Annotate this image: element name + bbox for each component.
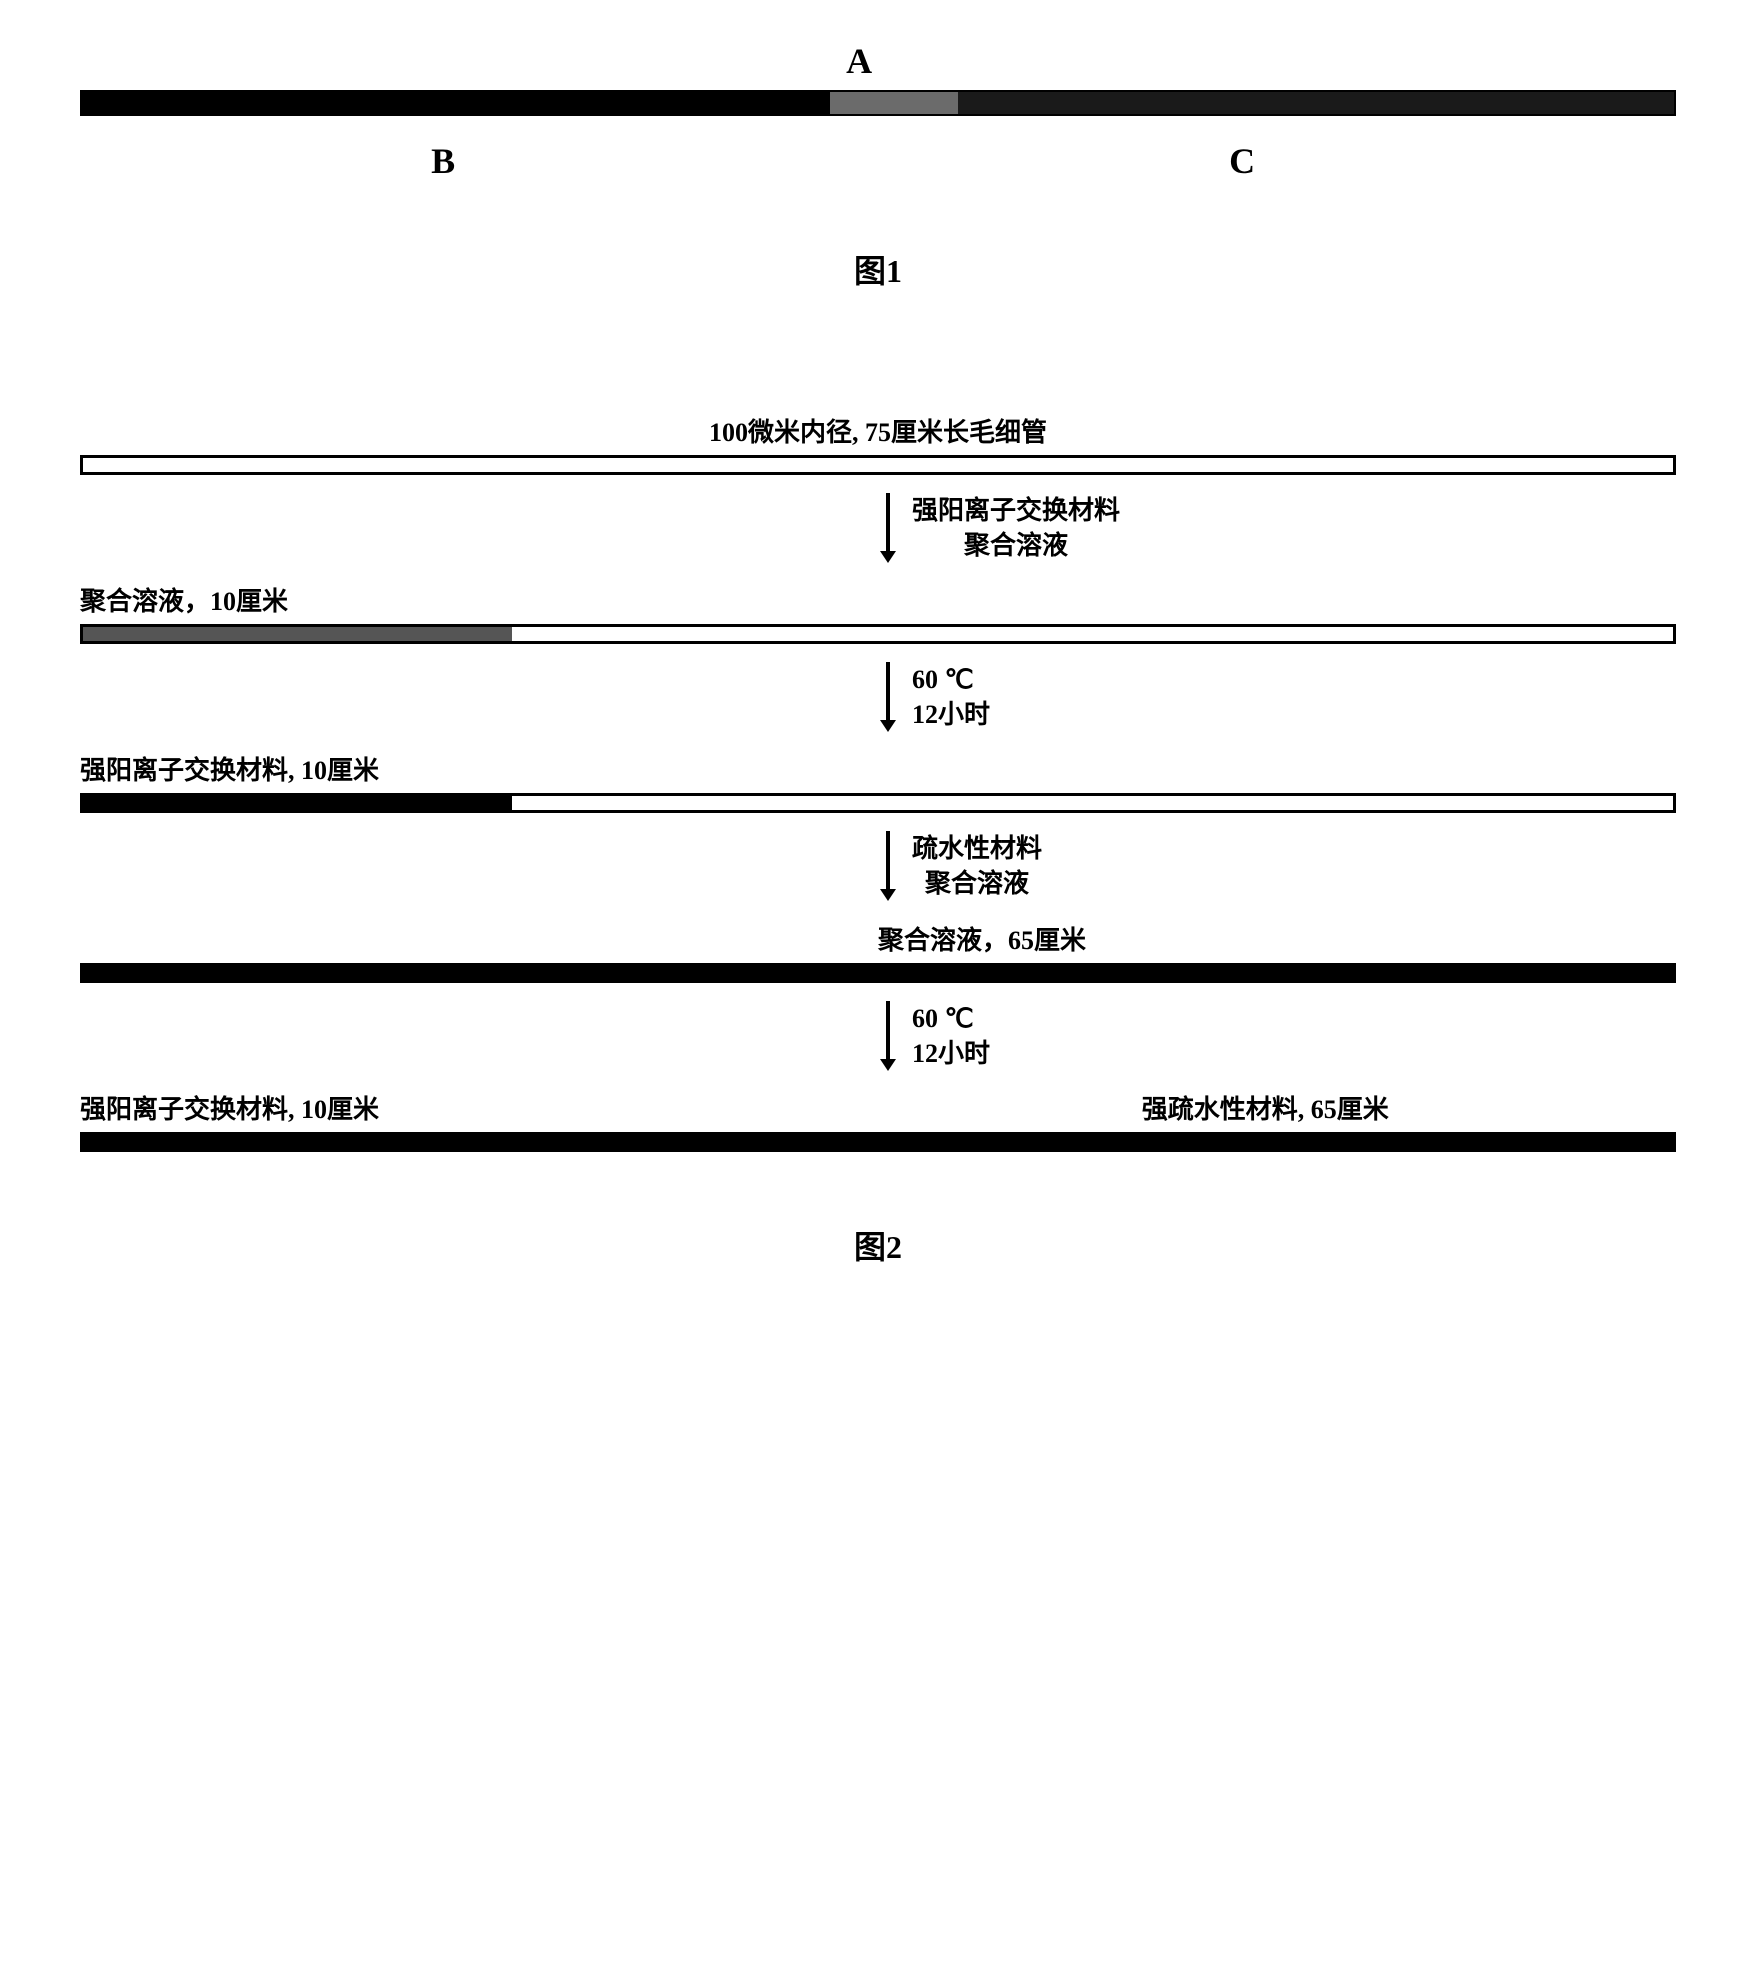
fig1-label-c: C [1229, 140, 1255, 182]
arrow3-text: 疏水性材料 聚合溶液 [912, 831, 1042, 901]
arrow2-line2: 12小时 [912, 700, 990, 729]
step4-labels: 强阳离子交换材料, 10厘米 强疏水性材料, 65厘米 [80, 1089, 1676, 1126]
figure-1: A B C 图1 [80, 40, 1676, 292]
fig1-label-a: A [846, 40, 872, 82]
arrow1-line2: 聚合溶液 [964, 531, 1068, 560]
down-arrow-icon [878, 493, 898, 563]
fig1-segment [82, 92, 830, 114]
arrow1-line1: 强阳离子交换材料 [912, 496, 1120, 525]
step0-label: 100微米内径, 75厘米长毛细管 [80, 412, 1676, 449]
figure-2: 100微米内径, 75厘米长毛细管 强阳离子交换材料 聚合溶液 聚合溶液，10厘… [80, 412, 1676, 1268]
step2-tube [80, 793, 1676, 813]
arrow-3: 疏水性材料 聚合溶液 [878, 831, 1676, 901]
down-arrow-icon [878, 831, 898, 901]
fig1-tube [80, 90, 1676, 116]
arrow-1: 强阳离子交换材料 聚合溶液 [878, 493, 1676, 563]
fig1-label-b: B [431, 140, 455, 182]
arrow-4: 60 ℃ 12小时 [878, 1001, 1676, 1071]
step1-label: 聚合溶液，10厘米 [80, 581, 1676, 618]
arrow4-line2: 12小时 [912, 1039, 990, 1068]
step4-tube [80, 1132, 1676, 1152]
fig2-flow: 100微米内径, 75厘米长毛细管 强阳离子交换材料 聚合溶液 聚合溶液，10厘… [80, 412, 1676, 1152]
step4-right-label: 强疏水性材料, 65厘米 [1142, 1089, 1389, 1126]
arrow3-line1: 疏水性材料 [912, 834, 1042, 863]
fig1-segment [830, 92, 957, 114]
down-arrow-icon [878, 662, 898, 732]
step3-label: 聚合溶液，65厘米 [878, 920, 1676, 957]
fig1-diagram: A B C [80, 40, 1676, 176]
fig1-caption: 图1 [80, 246, 1676, 292]
step4-left-label: 强阳离子交换材料, 10厘米 [80, 1089, 379, 1126]
step2-label: 强阳离子交换材料, 10厘米 [80, 750, 1676, 787]
step0-tube [80, 455, 1676, 475]
step3-tube [80, 963, 1676, 983]
fig2-caption: 图2 [80, 1222, 1676, 1268]
arrow2-text: 60 ℃ 12小时 [912, 662, 990, 732]
arrow4-line1: 60 ℃ [912, 1004, 974, 1033]
arrow-2: 60 ℃ 12小时 [878, 662, 1676, 732]
fig1-segment [958, 92, 1674, 114]
step1-tube [80, 624, 1676, 644]
step2-fill [83, 796, 512, 810]
down-arrow-icon [878, 1001, 898, 1071]
arrow4-text: 60 ℃ 12小时 [912, 1001, 990, 1071]
step1-fill [83, 627, 512, 641]
arrow1-text: 强阳离子交换材料 聚合溶液 [912, 493, 1120, 563]
step3-gap [512, 966, 1673, 980]
arrow3-line2: 聚合溶液 [925, 869, 1029, 898]
arrow2-line1: 60 ℃ [912, 665, 974, 694]
